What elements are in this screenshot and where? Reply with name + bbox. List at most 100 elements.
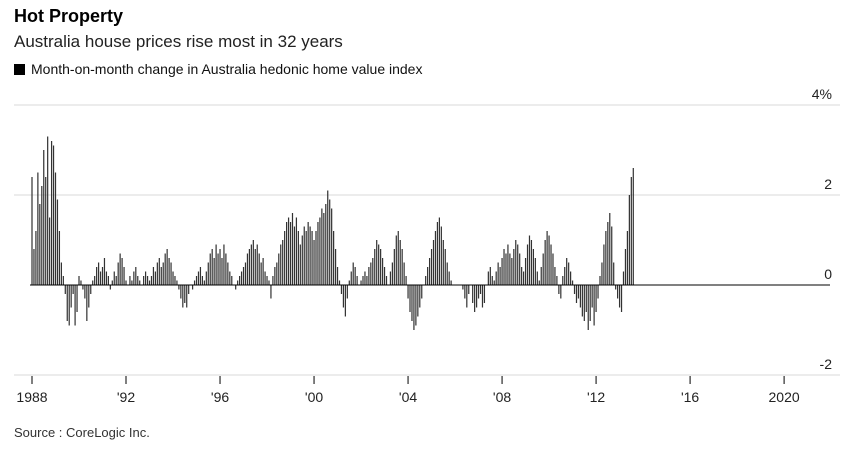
bar — [244, 262, 247, 285]
bar — [119, 253, 121, 285]
bar — [477, 285, 480, 299]
bar — [146, 276, 149, 285]
bar — [605, 231, 607, 285]
bar — [493, 280, 495, 285]
bar — [258, 253, 260, 285]
bar — [113, 271, 115, 285]
bar — [432, 240, 435, 285]
bar — [487, 271, 489, 285]
bar — [94, 276, 96, 285]
bar — [333, 231, 335, 285]
bar — [52, 145, 55, 285]
bar — [511, 258, 513, 285]
bar — [129, 276, 131, 285]
bar — [215, 244, 217, 285]
y-tick-label: 4% — [812, 86, 832, 102]
bar — [346, 285, 348, 299]
bar — [376, 240, 378, 285]
bar — [289, 222, 292, 285]
bar — [385, 276, 388, 285]
bar — [534, 258, 536, 285]
bar — [260, 262, 262, 285]
bar — [366, 276, 368, 285]
bar — [573, 285, 576, 294]
bar — [615, 285, 617, 290]
bar — [329, 199, 331, 285]
bar — [548, 235, 550, 285]
bar — [571, 280, 574, 285]
bar — [378, 244, 380, 285]
bar — [205, 271, 207, 285]
bar — [50, 141, 53, 285]
bar — [552, 253, 554, 285]
bar — [609, 213, 611, 285]
bar — [246, 253, 249, 285]
bar — [479, 285, 482, 294]
x-tick-label: '08 — [493, 389, 511, 405]
bar — [139, 280, 141, 285]
legend-label: Month-on-month change in Australia hedon… — [31, 61, 423, 77]
bar — [620, 285, 623, 312]
bar — [291, 213, 294, 285]
bar — [311, 231, 313, 285]
bar — [446, 262, 448, 285]
bar — [381, 258, 384, 285]
bar — [319, 217, 321, 285]
bar — [626, 231, 629, 285]
bar — [125, 280, 127, 285]
bar — [393, 249, 395, 285]
bar — [148, 280, 151, 285]
bar — [237, 280, 239, 285]
bar — [186, 285, 188, 308]
bar — [152, 267, 155, 285]
bar — [76, 285, 78, 312]
bar — [172, 271, 174, 285]
bar — [272, 276, 274, 285]
bar — [105, 271, 108, 285]
bar — [33, 249, 35, 285]
bar — [268, 280, 270, 285]
bar — [532, 249, 535, 285]
bar — [321, 208, 323, 285]
bar — [413, 285, 415, 330]
bar — [568, 262, 570, 285]
bar — [521, 267, 523, 285]
legend: Month-on-month change in Australia hedon… — [14, 61, 422, 77]
bar — [115, 276, 117, 285]
bar — [158, 258, 160, 285]
bar — [35, 231, 37, 285]
bar — [101, 267, 104, 285]
bar — [425, 276, 427, 285]
bar — [383, 267, 386, 285]
bar — [96, 267, 98, 285]
bar — [497, 262, 499, 285]
bar — [344, 285, 346, 317]
bar — [397, 231, 399, 285]
bar — [542, 253, 544, 285]
bar — [628, 195, 630, 285]
bar — [195, 276, 198, 285]
bar — [97, 262, 100, 285]
bar — [305, 231, 307, 285]
bar — [307, 222, 309, 285]
bar — [111, 280, 113, 285]
bar — [472, 285, 474, 303]
bar — [62, 276, 64, 285]
gridlines — [14, 104, 840, 376]
bar — [309, 226, 311, 285]
bar — [282, 240, 284, 285]
bar — [313, 240, 315, 285]
bar — [103, 258, 106, 285]
bar — [182, 285, 184, 308]
bar — [78, 276, 80, 285]
bar — [303, 226, 305, 285]
bar — [209, 253, 211, 285]
bar — [211, 249, 213, 285]
bar — [287, 217, 290, 285]
bar — [440, 226, 442, 285]
bar — [45, 177, 47, 285]
bar — [489, 267, 491, 285]
bar — [92, 280, 94, 285]
bar — [250, 244, 252, 285]
